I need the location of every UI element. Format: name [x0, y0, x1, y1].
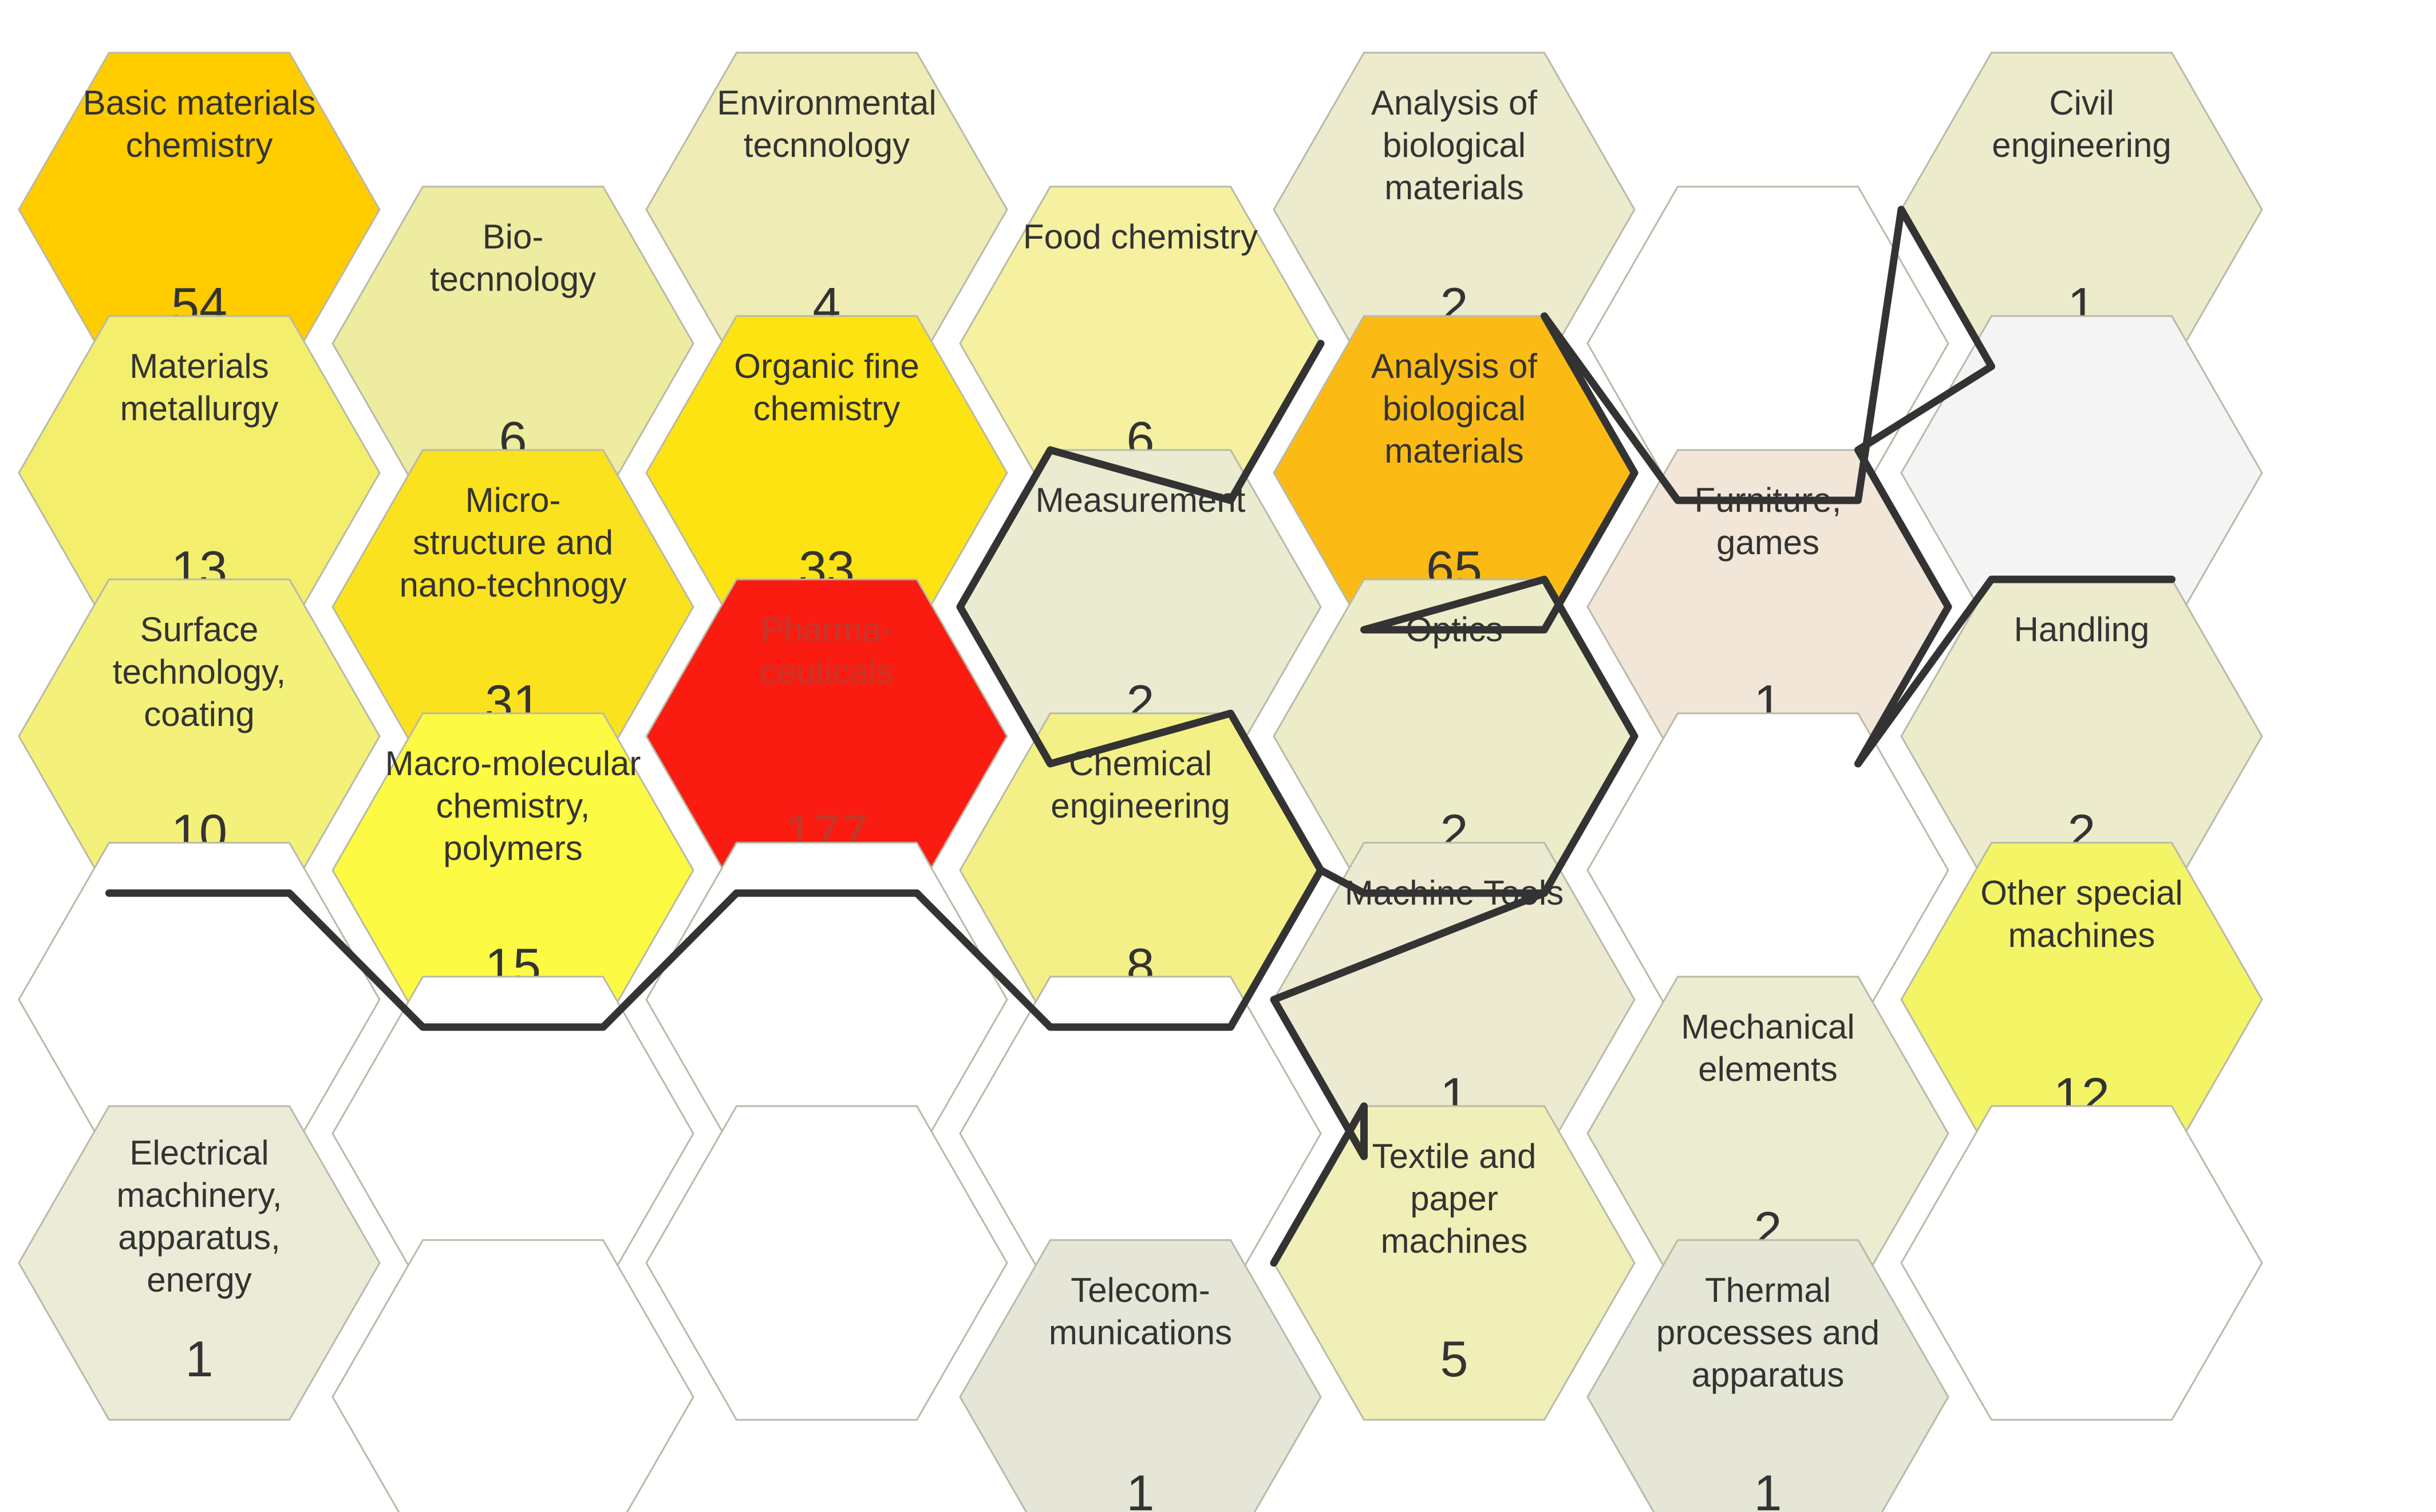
hex-label-line: chemistry: [126, 126, 273, 164]
hex-label-line: Micro-: [465, 481, 561, 519]
hex-label-line: Textile and: [1372, 1137, 1537, 1175]
hex-label-line: tecnnology: [430, 260, 596, 298]
hex-label-line: apparatus,: [118, 1218, 281, 1257]
hex-label-line: Telecom-: [1071, 1271, 1210, 1309]
hex-label-line: materials: [1384, 432, 1523, 470]
hex-label-line: Materials: [129, 347, 269, 385]
cluster-boundary-line: [1541, 206, 1905, 504]
hex-label-line: Organic fine: [734, 347, 919, 385]
hex-label-line: processes and: [1656, 1313, 1880, 1352]
hex-label-line: games: [1716, 523, 1819, 562]
cluster-boundary-line: [105, 866, 1325, 1031]
hex-shape: [645, 1105, 1008, 1421]
hex-label-line: engineering: [1051, 787, 1230, 825]
hex-cell: [1900, 1105, 2263, 1421]
hex-label-line: Basic materials: [83, 84, 316, 122]
hex-label-line: Macro-molecular: [385, 744, 641, 783]
hex-value: 5: [1440, 1331, 1468, 1387]
hex-label-line: machines: [1381, 1222, 1528, 1260]
hex-label-line: Handling: [2014, 610, 2150, 649]
hex-label-line: tecnnology: [744, 126, 910, 164]
hex-label-line: Electrical: [129, 1134, 269, 1172]
hex-label-line: Other special: [1980, 874, 2183, 912]
hex-label-line: Measurement: [1036, 481, 1246, 519]
cluster-boundaries: [105, 206, 2176, 1267]
hex-cell: [645, 1105, 1008, 1421]
hex-value: 1: [185, 1331, 214, 1387]
hex-label-line: metallurgy: [120, 389, 279, 428]
hex-label-line: Food chemistry: [1023, 218, 1258, 256]
hex-value: 1: [1127, 1464, 1155, 1512]
hex-label-line: machines: [2008, 916, 2155, 954]
hex-label-line: Surface: [140, 610, 259, 649]
hex-cell: Telecom-munications 1: [959, 1239, 1322, 1512]
hex-label-line: structure and: [413, 523, 613, 562]
hex-label-line: paper: [1410, 1179, 1498, 1218]
hex-label-line: machinery,: [117, 1176, 282, 1214]
hex-shape: [331, 1239, 694, 1512]
hex-label-line: nano-technogy: [400, 566, 627, 604]
hex-label-line: apparatus: [1692, 1356, 1845, 1394]
hex-label-line: biological: [1383, 389, 1526, 428]
hex-label-line: Analysis of: [1371, 347, 1537, 385]
hex-label-line: coating: [144, 695, 254, 733]
hex-shape: [1900, 1105, 2263, 1421]
cluster-boundary-line: [1854, 206, 2176, 768]
hex-label-line: chemistry: [753, 389, 901, 428]
hex-label-line: Thermal: [1705, 1271, 1831, 1309]
cluster-boundary-line: [1317, 469, 1639, 897]
hex-cell: Textile and paper machines 5: [1273, 1105, 1636, 1421]
hex-shape: [1586, 1239, 1949, 1512]
hex-label-line: Analysis of: [1371, 84, 1537, 122]
hex-label-line: ceuticals: [760, 653, 893, 691]
hex-label-line: materials: [1384, 168, 1523, 207]
cluster-boundary-line: [956, 339, 1325, 874]
hex-cell: [331, 1239, 694, 1512]
hex-label-line: Pharma-: [761, 610, 893, 649]
hex-label-line: elements: [1698, 1050, 1837, 1088]
hex-label-line: polymers: [443, 829, 582, 867]
hex-label-line: Bio-: [483, 218, 544, 256]
hex-label-line: engineering: [1992, 126, 2172, 164]
hex-cell: Electrical machinery, apparatus, energy 1: [18, 1105, 381, 1421]
hex-label-line: technology,: [113, 653, 286, 691]
hex-cell: Thermal processes and apparatus 1: [1586, 1239, 1949, 1512]
hex-value: 1: [1754, 1464, 1782, 1512]
hex-shape: [959, 1239, 1322, 1512]
hex-label-line: energy: [147, 1261, 251, 1299]
hex-shape: [18, 1105, 381, 1421]
hex-label-line: chemistry,: [436, 787, 590, 825]
hex-label-line: munications: [1049, 1313, 1232, 1352]
hexagon-cells: Basic materialschemistry54Bio-tecnnology…: [18, 52, 2263, 1512]
hex-label-line: Environmental: [717, 84, 937, 122]
hex-label-line: Mechanical: [1681, 1008, 1855, 1046]
hex-label-line: biological: [1383, 126, 1526, 164]
cluster-boundary-line: [1270, 889, 1548, 1267]
hex-label-line: Civil: [2049, 84, 2114, 122]
